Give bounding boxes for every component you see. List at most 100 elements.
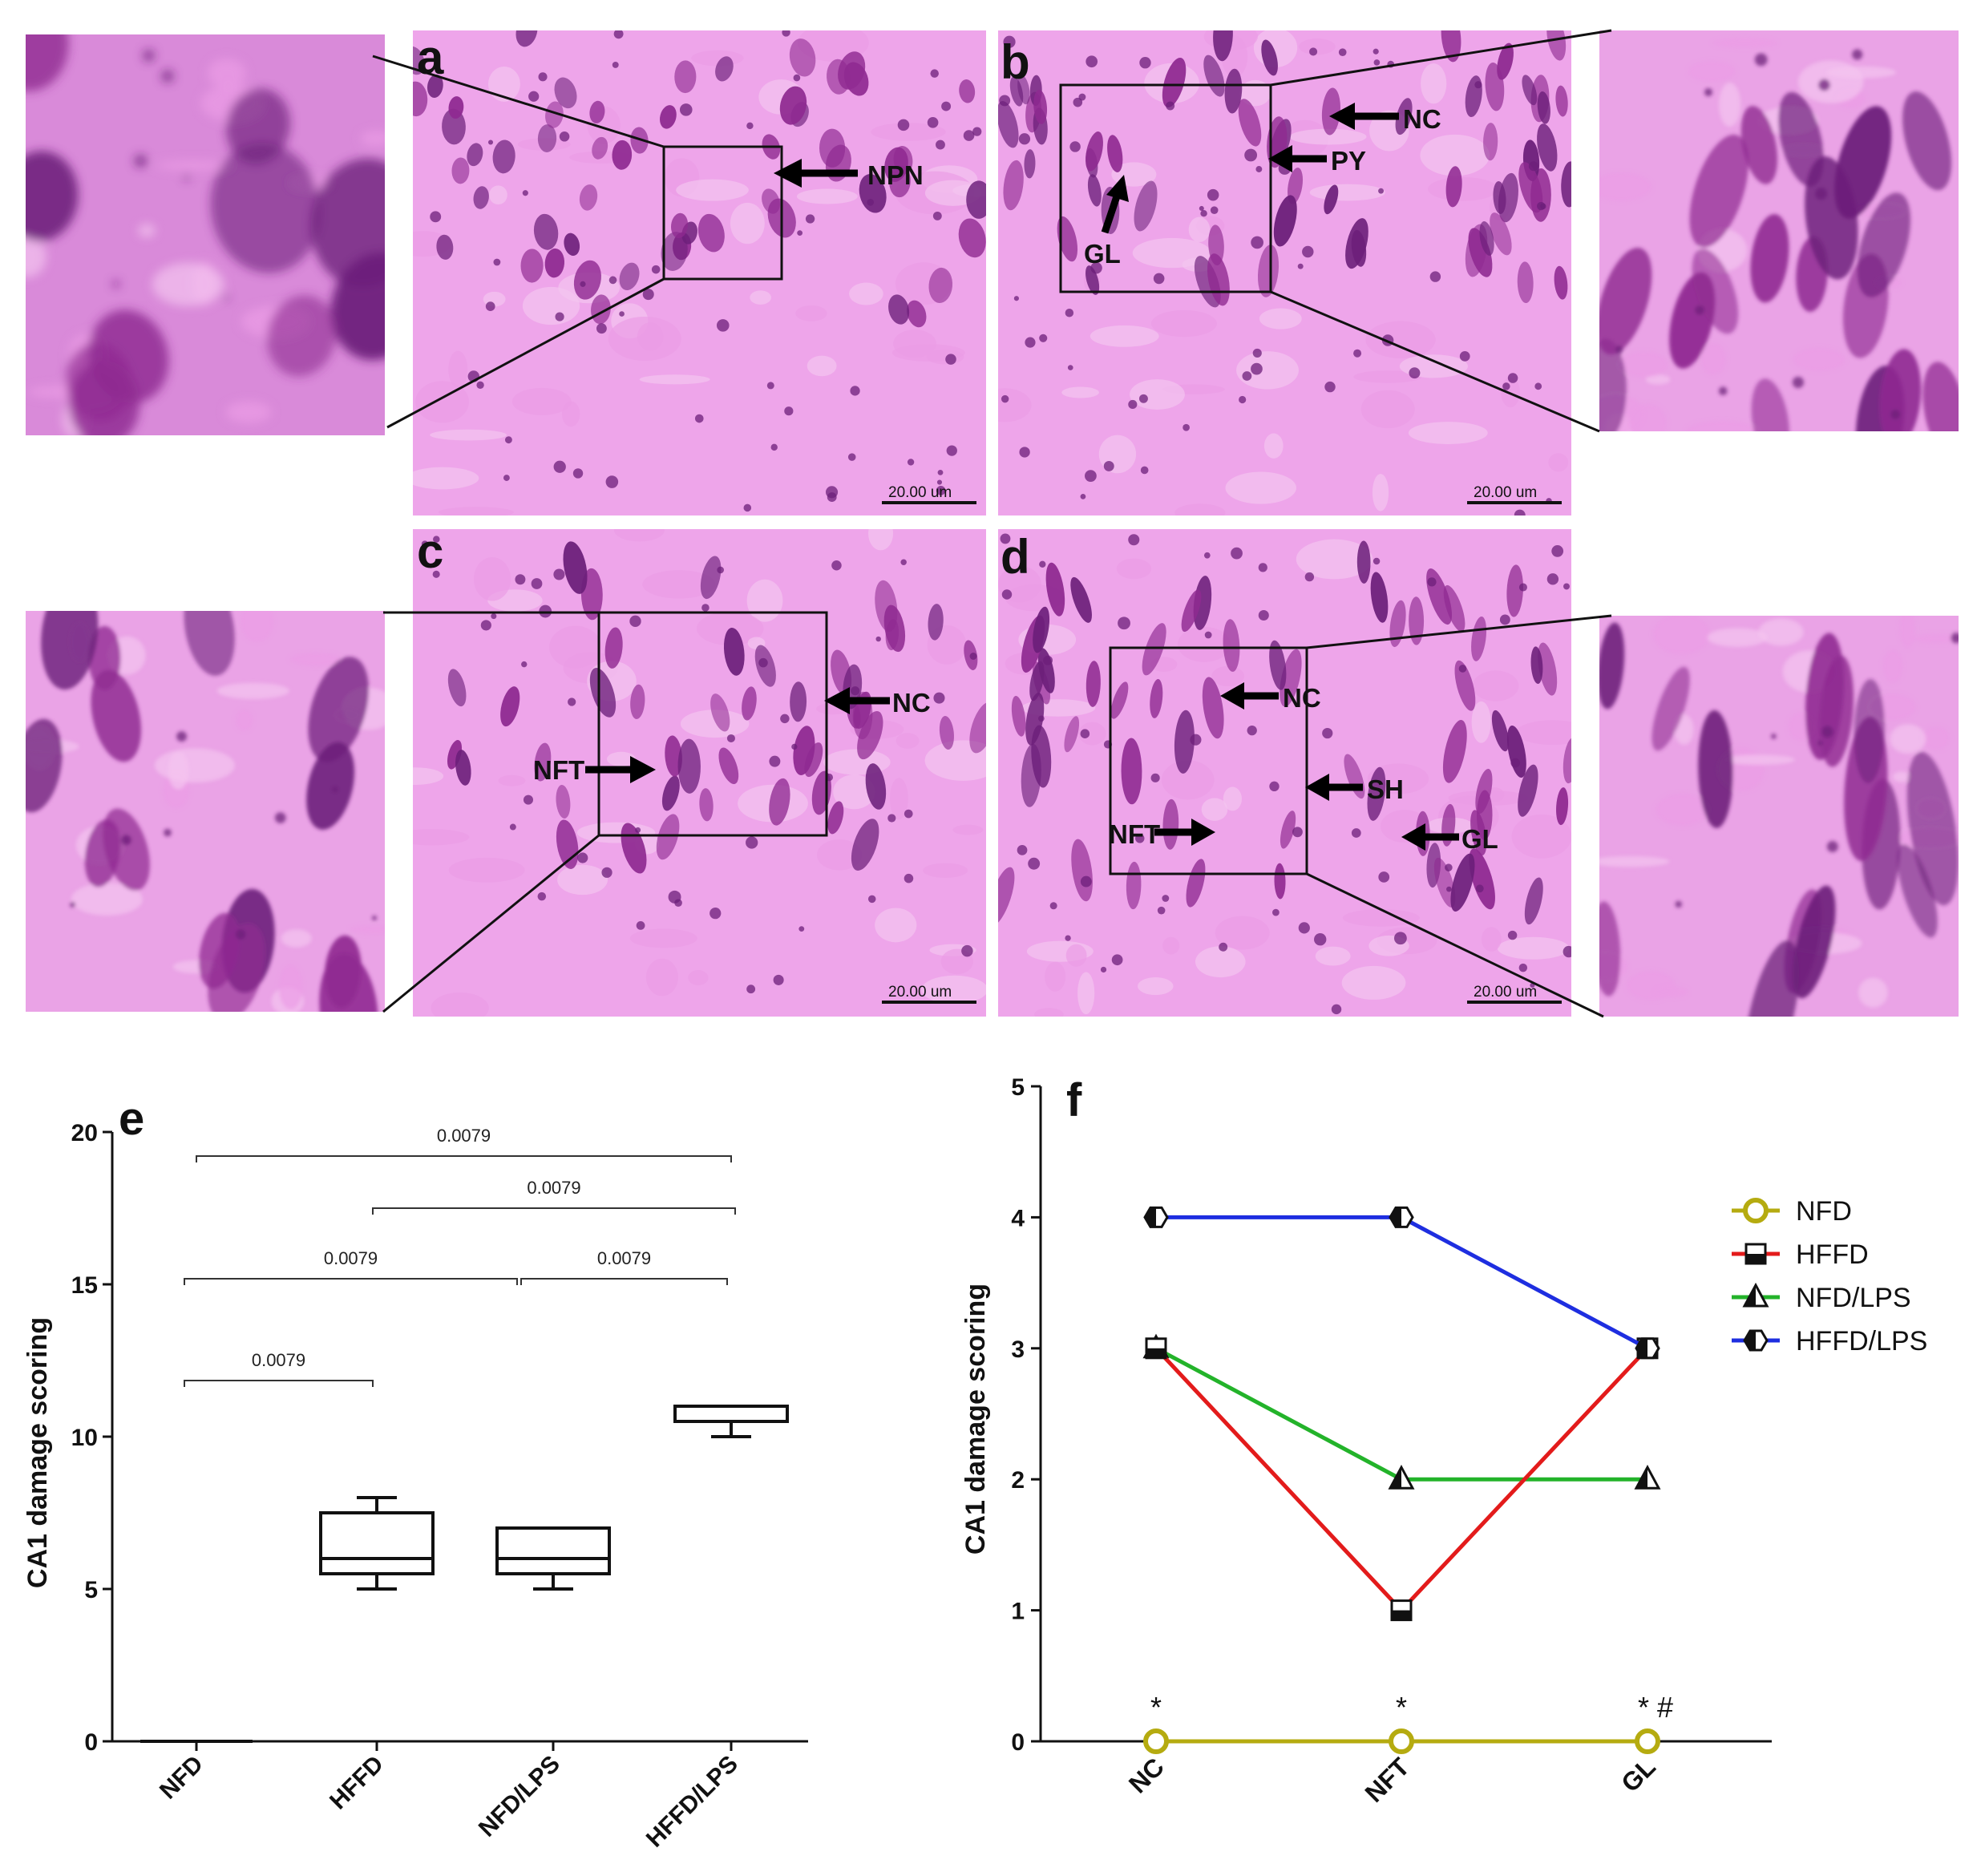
- neuron-cell: [563, 541, 588, 594]
- label-d-nc: NC: [1283, 683, 1321, 713]
- tissue-texture: [889, 778, 908, 819]
- glial-nucleus: [274, 812, 286, 823]
- glial-nucleus: [504, 436, 512, 444]
- neuron-cell: [442, 108, 466, 145]
- neuron-cell: [1445, 166, 1462, 208]
- glial-nucleus: [523, 794, 534, 805]
- neuron-cell: [1280, 649, 1302, 707]
- neuron-cell: [700, 556, 722, 600]
- glial-nucleus: [679, 103, 693, 116]
- glial-nucleus: [1135, 834, 1145, 843]
- glial-nucleus: [1818, 79, 1830, 91]
- tissue-texture: [1797, 60, 1864, 103]
- glial-nucleus: [710, 908, 722, 920]
- neuron-cell: [661, 232, 688, 271]
- glial-nucleus: [112, 281, 119, 288]
- glial-nucleus: [1331, 1004, 1342, 1015]
- neuron-cell: [1454, 660, 1476, 711]
- glial-nucleus: [1792, 376, 1805, 389]
- glial-nucleus: [1207, 188, 1219, 201]
- glial-nucleus: [559, 131, 570, 142]
- f-marker-hffd-lps: [1143, 1206, 1169, 1228]
- neuron-cell: [865, 763, 887, 810]
- zoom-line-c-bottom: [382, 834, 600, 1013]
- glial-nucleus: [1258, 609, 1269, 621]
- neuron-cell: [1518, 162, 1543, 213]
- f-xtick-label: NC: [1123, 1752, 1170, 1798]
- neuron-cell: [1599, 247, 1652, 355]
- glial-nucleus: [176, 731, 188, 742]
- neuron-cell: [1389, 600, 1406, 648]
- glial-nucleus: [668, 890, 681, 904]
- tissue-texture: [1215, 916, 1270, 950]
- glial-nucleus: [907, 459, 915, 466]
- glial-nucleus: [701, 604, 710, 612]
- neuron-cell: [1261, 39, 1278, 76]
- glial-nucleus: [531, 578, 543, 589]
- tissue-texture: [155, 160, 233, 171]
- glial-nucleus: [946, 445, 957, 456]
- neuron-cell: [790, 681, 807, 722]
- glial-nucleus: [904, 809, 913, 819]
- panel-letters: a b c d: [417, 30, 1030, 584]
- neuron-cell: [1490, 212, 1512, 256]
- glial-nucleus: [887, 814, 896, 823]
- glial-nucleus: [963, 130, 975, 141]
- glial-nucleus: [538, 72, 548, 82]
- glial-nucleus: [1166, 101, 1175, 111]
- tissue-texture: [1899, 616, 1916, 649]
- f-marker-nfd-lps: [1742, 1282, 1769, 1308]
- f-marker-nfd: [1389, 1728, 1414, 1754]
- scale-label-a: 20.00 um: [888, 484, 952, 501]
- glial-nucleus: [1080, 875, 1092, 887]
- e-bracket-line: [196, 1155, 732, 1162]
- tissue-texture: [431, 992, 489, 1017]
- tissue-texture: [1516, 720, 1571, 746]
- f-marker-nfd-lps: [1388, 1465, 1415, 1490]
- neuron-cell: [1202, 677, 1224, 739]
- neuron-cell: [1193, 576, 1212, 630]
- neuron-cell: [1033, 90, 1048, 124]
- glial-nucleus: [961, 944, 973, 957]
- tissue-texture: [816, 839, 863, 871]
- tissue-texture: [1201, 798, 1228, 821]
- neuron-cell: [819, 128, 846, 168]
- neuron-cell: [1805, 156, 1858, 280]
- zoom-line-d-top: [1306, 614, 1612, 649]
- label-b-py: PY: [1331, 146, 1366, 176]
- tissue-texture: [639, 374, 710, 385]
- glial-nucleus: [577, 852, 588, 863]
- neuron-cell: [1257, 245, 1280, 297]
- neuron-cell: [473, 186, 489, 209]
- glial-nucleus: [596, 323, 607, 334]
- glial-nucleus: [1001, 394, 1009, 403]
- glial-nucleus: [430, 211, 442, 223]
- neuron-cell: [1107, 135, 1123, 172]
- glial-nucleus: [476, 381, 484, 390]
- tissue-texture: [438, 507, 514, 515]
- tissue-texture: [216, 682, 289, 699]
- neuron-cell: [710, 693, 730, 732]
- neuron-cell: [447, 669, 467, 707]
- neuron-cell: [1522, 75, 1538, 106]
- arrow-b-nc: [1329, 103, 1399, 130]
- glial-nucleus: [515, 574, 526, 585]
- glial-nucleus: [1771, 734, 1777, 739]
- glial-nucleus: [601, 867, 612, 878]
- glial-nucleus: [636, 921, 645, 930]
- arrow-b-gl: [1101, 175, 1129, 234]
- e-xtick-label: NFD/LPS: [474, 1751, 565, 1842]
- arrow-a-npn: [774, 159, 858, 188]
- neuron-cell: [226, 88, 291, 164]
- neuron-cell: [1045, 562, 1065, 617]
- glial-nucleus: [487, 139, 494, 145]
- e-comparison-bracket: 0.0079: [184, 1350, 374, 1387]
- tissue-texture: [1236, 351, 1299, 390]
- tissue-texture: [606, 751, 636, 766]
- neuron-cell: [1367, 766, 1386, 821]
- neuron-cell: [789, 38, 816, 77]
- f-marker-hexagon-fill: [1145, 1207, 1156, 1227]
- glial-nucleus: [1429, 271, 1441, 282]
- f-legend-label: HFFD/LPS: [1796, 1326, 1927, 1356]
- label-b-gl: GL: [1084, 239, 1121, 269]
